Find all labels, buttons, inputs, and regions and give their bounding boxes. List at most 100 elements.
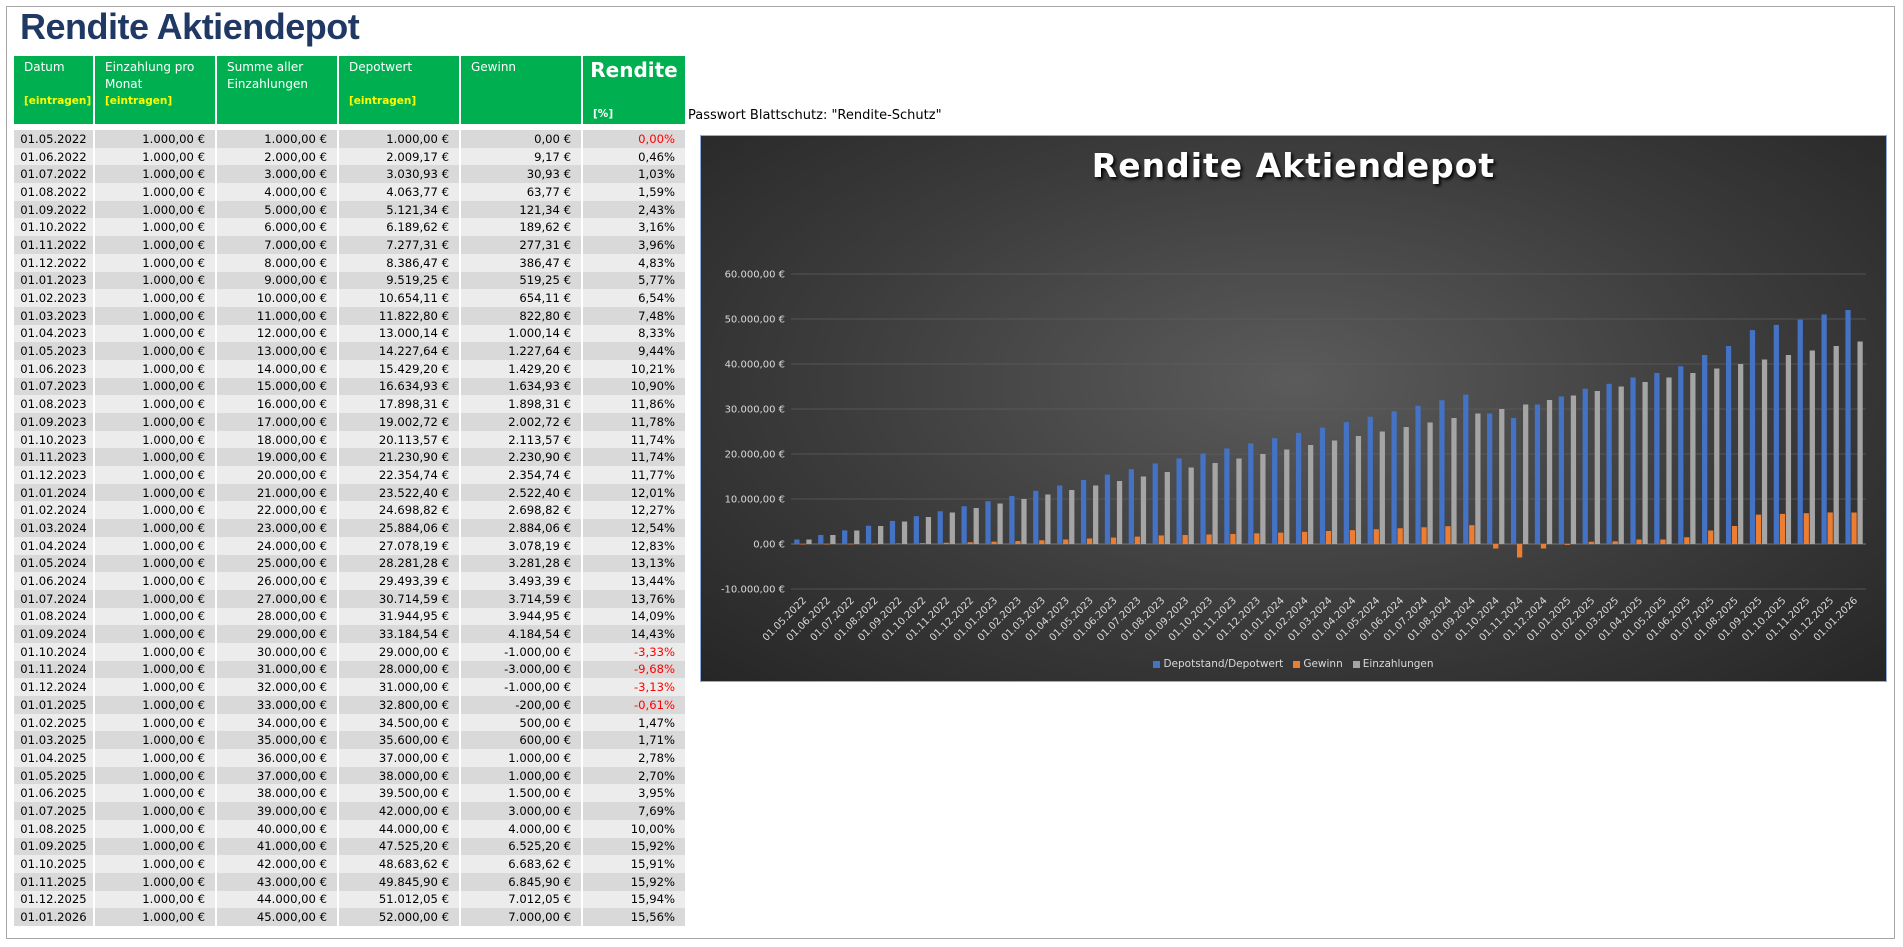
cell-gewinn[interactable]: 2.002,72 € bbox=[460, 413, 583, 431]
cell-gewinn[interactable]: 1.000,00 € bbox=[460, 749, 583, 767]
cell-einzahlung[interactable]: 1.000,00 € bbox=[94, 819, 217, 838]
cell-gewinn[interactable]: 7.012,05 € bbox=[460, 890, 583, 909]
cell-gewinn[interactable]: 654,11 € bbox=[460, 289, 583, 307]
cell-depotwert[interactable]: 13.000,14 € bbox=[338, 324, 461, 343]
cell-depotwert[interactable]: 47.525,20 € bbox=[338, 837, 461, 856]
cell-depotwert[interactable]: 27.078,19 € bbox=[338, 536, 461, 555]
cell-einzahlung[interactable]: 1.000,00 € bbox=[94, 342, 217, 360]
cell-summe[interactable]: 24.000,00 € bbox=[216, 536, 339, 555]
cell-datum[interactable]: 01.06.2022 bbox=[14, 147, 95, 166]
cell-rendite[interactable]: 12,54% bbox=[582, 519, 687, 537]
cell-summe[interactable]: 27.000,00 € bbox=[216, 589, 339, 608]
cell-summe[interactable]: 20.000,00 € bbox=[216, 466, 339, 484]
cell-einzahlung[interactable]: 1.000,00 € bbox=[94, 642, 217, 661]
cell-einzahlung[interactable]: 1.000,00 € bbox=[94, 696, 217, 714]
cell-gewinn[interactable]: 3.944,95 € bbox=[460, 607, 583, 626]
cell-summe[interactable]: 19.000,00 € bbox=[216, 448, 339, 467]
cell-datum[interactable]: 01.11.2023 bbox=[14, 448, 95, 467]
cell-summe[interactable]: 10.000,00 € bbox=[216, 289, 339, 307]
cell-datum[interactable]: 01.09.2023 bbox=[14, 413, 95, 431]
cell-gewinn[interactable]: 3.714,59 € bbox=[460, 589, 583, 608]
cell-datum[interactable]: 01.11.2025 bbox=[14, 872, 95, 891]
cell-rendite[interactable]: 7,48% bbox=[582, 306, 687, 325]
cell-summe[interactable]: 29.000,00 € bbox=[216, 625, 339, 643]
cell-einzahlung[interactable]: 1.000,00 € bbox=[94, 165, 217, 184]
cell-rendite[interactable]: 15,92% bbox=[582, 837, 687, 856]
cell-depotwert[interactable]: 35.600,00 € bbox=[338, 731, 461, 750]
cell-gewinn[interactable]: -200,00 € bbox=[460, 696, 583, 714]
cell-summe[interactable]: 16.000,00 € bbox=[216, 395, 339, 413]
cell-depotwert[interactable]: 48.683,62 € bbox=[338, 855, 461, 873]
cell-summe[interactable]: 42.000,00 € bbox=[216, 855, 339, 873]
cell-gewinn[interactable]: 2.884,06 € bbox=[460, 519, 583, 537]
cell-rendite[interactable]: 2,70% bbox=[582, 766, 687, 785]
cell-datum[interactable]: 01.03.2023 bbox=[14, 306, 95, 325]
cell-gewinn[interactable]: 1.898,31 € bbox=[460, 395, 583, 413]
cell-rendite[interactable]: 13,44% bbox=[582, 572, 687, 590]
cell-rendite[interactable]: 3,16% bbox=[582, 218, 687, 237]
cell-depotwert[interactable]: 15.429,20 € bbox=[338, 359, 461, 378]
cell-gewinn[interactable]: 6.683,62 € bbox=[460, 855, 583, 873]
cell-gewinn[interactable]: 1.500,00 € bbox=[460, 784, 583, 803]
cell-gewinn[interactable]: 0,00 € bbox=[460, 130, 583, 148]
cell-summe[interactable]: 7.000,00 € bbox=[216, 236, 339, 254]
cell-einzahlung[interactable]: 1.000,00 € bbox=[94, 359, 217, 378]
cell-summe[interactable]: 12.000,00 € bbox=[216, 324, 339, 343]
cell-einzahlung[interactable]: 1.000,00 € bbox=[94, 377, 217, 396]
cell-depotwert[interactable]: 19.002,72 € bbox=[338, 413, 461, 431]
cell-summe[interactable]: 25.000,00 € bbox=[216, 554, 339, 573]
cell-summe[interactable]: 28.000,00 € bbox=[216, 607, 339, 626]
cell-datum[interactable]: 01.07.2023 bbox=[14, 377, 95, 396]
cell-datum[interactable]: 01.10.2024 bbox=[14, 642, 95, 661]
cell-gewinn[interactable]: 121,34 € bbox=[460, 200, 583, 219]
cell-summe[interactable]: 39.000,00 € bbox=[216, 802, 339, 820]
header-rendite[interactable]: Rendite [%] bbox=[582, 56, 687, 124]
cell-datum[interactable]: 01.01.2025 bbox=[14, 696, 95, 714]
cell-rendite[interactable]: 12,83% bbox=[582, 536, 687, 555]
cell-depotwert[interactable]: 33.184,54 € bbox=[338, 625, 461, 643]
cell-einzahlung[interactable]: 1.000,00 € bbox=[94, 306, 217, 325]
cell-depotwert[interactable]: 31.944,95 € bbox=[338, 607, 461, 626]
cell-depotwert[interactable]: 16.634,93 € bbox=[338, 377, 461, 396]
cell-gewinn[interactable]: -3.000,00 € bbox=[460, 660, 583, 679]
cell-einzahlung[interactable]: 1.000,00 € bbox=[94, 289, 217, 307]
cell-rendite[interactable]: 8,33% bbox=[582, 324, 687, 343]
cell-gewinn[interactable]: 1.429,20 € bbox=[460, 359, 583, 378]
cell-gewinn[interactable]: 519,25 € bbox=[460, 271, 583, 290]
cell-gewinn[interactable]: 3.000,00 € bbox=[460, 802, 583, 820]
cell-summe[interactable]: 40.000,00 € bbox=[216, 819, 339, 838]
cell-einzahlung[interactable]: 1.000,00 € bbox=[94, 855, 217, 873]
cell-depotwert[interactable]: 6.189,62 € bbox=[338, 218, 461, 237]
cell-rendite[interactable]: 7,69% bbox=[582, 802, 687, 820]
cell-einzahlung[interactable]: 1.000,00 € bbox=[94, 200, 217, 219]
cell-summe[interactable]: 21.000,00 € bbox=[216, 483, 339, 502]
cell-einzahlung[interactable]: 1.000,00 € bbox=[94, 253, 217, 272]
cell-depotwert[interactable]: 39.500,00 € bbox=[338, 784, 461, 803]
cell-depotwert[interactable]: 7.277,31 € bbox=[338, 236, 461, 254]
cell-rendite[interactable]: 1,71% bbox=[582, 731, 687, 750]
cell-gewinn[interactable]: 1.000,00 € bbox=[460, 766, 583, 785]
cell-einzahlung[interactable]: 1.000,00 € bbox=[94, 536, 217, 555]
cell-rendite[interactable]: -3,33% bbox=[582, 642, 687, 661]
cell-summe[interactable]: 37.000,00 € bbox=[216, 766, 339, 785]
cell-einzahlung[interactable]: 1.000,00 € bbox=[94, 872, 217, 891]
cell-datum[interactable]: 01.11.2022 bbox=[14, 236, 95, 254]
cell-gewinn[interactable]: 2.698,82 € bbox=[460, 501, 583, 520]
cell-depotwert[interactable]: 25.884,06 € bbox=[338, 519, 461, 537]
chart-area[interactable]: Rendite Aktiendepot -10.000,00 € 0,00 € 10… bbox=[700, 135, 1887, 682]
cell-rendite[interactable]: 10,00% bbox=[582, 819, 687, 838]
cell-datum[interactable]: 01.05.2024 bbox=[14, 554, 95, 573]
cell-depotwert[interactable]: 30.714,59 € bbox=[338, 589, 461, 608]
cell-datum[interactable]: 01.08.2023 bbox=[14, 395, 95, 413]
cell-depotwert[interactable]: 28.000,00 € bbox=[338, 660, 461, 679]
cell-datum[interactable]: 01.03.2024 bbox=[14, 519, 95, 537]
cell-rendite[interactable]: -0,61% bbox=[582, 696, 687, 714]
cell-summe[interactable]: 6.000,00 € bbox=[216, 218, 339, 237]
cell-rendite[interactable]: 13,76% bbox=[582, 589, 687, 608]
cell-rendite[interactable]: 11,78% bbox=[582, 413, 687, 431]
cell-datum[interactable]: 01.06.2023 bbox=[14, 359, 95, 378]
cell-summe[interactable]: 3.000,00 € bbox=[216, 165, 339, 184]
cell-datum[interactable]: 01.02.2024 bbox=[14, 501, 95, 520]
cell-depotwert[interactable]: 2.009,17 € bbox=[338, 147, 461, 166]
header-gewinn[interactable]: Gewinn bbox=[460, 56, 583, 124]
